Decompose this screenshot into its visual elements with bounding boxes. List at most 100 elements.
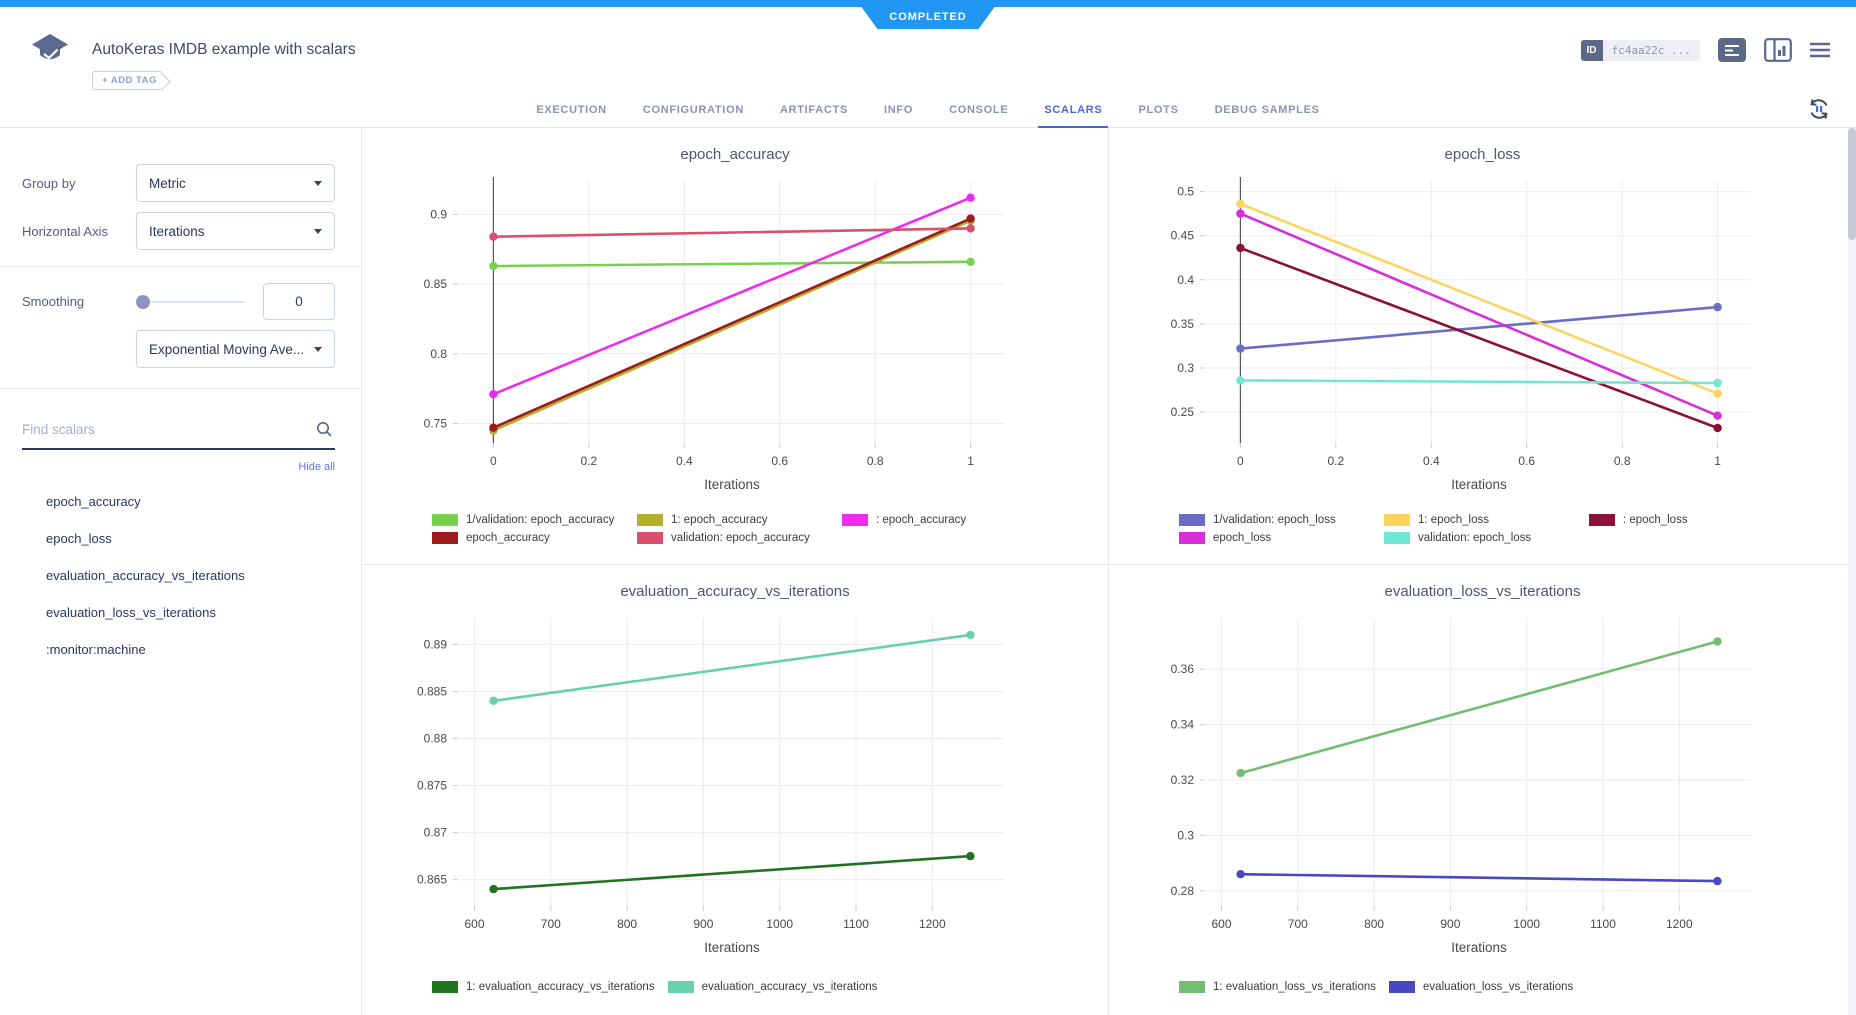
scalar-item-epoch-accuracy[interactable]: epoch_accuracy (46, 494, 141, 509)
y-tick-label: 0.45 (1171, 229, 1195, 243)
chart-plot-area[interactable]: 600 700 800 900 1000 1100 1200 0.865 0.87 0.875 0.… (362, 602, 1108, 969)
legend-swatch (1384, 514, 1410, 526)
id-badge: ID (1580, 39, 1603, 61)
legend-label: : epoch_loss (1623, 514, 1688, 526)
experiment-id[interactable]: fc4aa22c ... (1602, 39, 1700, 61)
legend-item[interactable]: epoch_accuracy (432, 532, 637, 544)
horizontal-axis-value: Iterations (149, 223, 205, 239)
status-badge: COMPLETED (861, 7, 994, 29)
details-panel-icon[interactable] (1718, 38, 1746, 62)
legend-item[interactable]: 1: epoch_accuracy (637, 514, 842, 526)
x-axis-label: Iterations (1451, 940, 1507, 955)
auto-refresh-icon[interactable] (1806, 96, 1832, 122)
legend-swatch (432, 532, 458, 544)
data-point (489, 696, 498, 705)
line-series (1239, 202, 1719, 395)
scrollbar-thumb[interactable] (1848, 128, 1856, 240)
legend-item[interactable]: : epoch_loss (1589, 514, 1794, 526)
search-input[interactable] (22, 422, 304, 437)
legend-label: validation: epoch_accuracy (671, 532, 810, 544)
legend-swatch (1179, 532, 1205, 544)
legend-item[interactable]: : epoch_accuracy (842, 514, 1047, 526)
experiment-type-icon (30, 33, 70, 72)
legend-item[interactable]: epoch_loss (1179, 532, 1384, 544)
scalar-item-monitor-machine[interactable]: :monitor:machine (46, 642, 146, 657)
line-chart: 0 0.2 0.4 0.6 0.8 1 0.25 0.3 0.35 0.4 0.45 0.5 Itera… (1171, 177, 1751, 492)
split-chart-view-icon[interactable] (1764, 38, 1792, 62)
menu-icon[interactable] (1810, 42, 1830, 58)
line-series (1239, 305, 1719, 350)
x-tick-label: 0.6 (771, 454, 788, 468)
x-tick-label: 0 (490, 454, 497, 468)
legend-label: evaluation_loss_vs_iterations (1423, 981, 1574, 993)
legend-item[interactable]: validation: epoch_accuracy (637, 532, 842, 544)
legend-item[interactable]: evaluation_accuracy_vs_iterations (667, 981, 877, 993)
search-icon[interactable] (315, 420, 333, 443)
chart-plot-area[interactable]: 600 700 800 900 1000 1100 1200 0.28 0.3 0.32 0.34 0… (1109, 602, 1856, 969)
horizontal-axis-select[interactable]: Iterations (136, 212, 335, 250)
chart-panel-epoch-loss: epoch_loss 0 0.2 0.4 0.6 0.8 1 0.25 0.3 0.35 0.4 0… (1109, 128, 1856, 565)
smoothing-method-select[interactable]: Exponential Moving Ave... (136, 330, 335, 368)
chart-plot-area[interactable]: 0 0.2 0.4 0.6 0.8 1 0.25 0.3 0.35 0.4 0.45 0.5 Itera… (1109, 165, 1856, 506)
data-point (966, 193, 975, 202)
legend-item[interactable]: 1: epoch_loss (1384, 514, 1589, 526)
data-point (489, 390, 498, 399)
data-point (966, 214, 975, 223)
tab-console[interactable]: CONSOLE (931, 96, 1026, 127)
x-tick-label: 0.6 (1518, 454, 1535, 468)
tab-info[interactable]: INFO (866, 96, 931, 127)
legend-label: 1: evaluation_loss_vs_iterations (1213, 981, 1377, 993)
data-point (966, 851, 975, 861)
line-series (492, 227, 972, 238)
smoothing-value-input[interactable] (263, 283, 335, 320)
legend-item[interactable]: 1/validation: epoch_loss (1179, 514, 1384, 526)
tab-artifacts[interactable]: ARTIFACTS (762, 96, 866, 127)
chart-legend: 1/validation: epoch_loss 1: epoch_loss : e… (1179, 514, 1856, 544)
x-tick-label: 0.4 (1423, 454, 1440, 468)
data-point (1236, 209, 1245, 218)
vertical-scrollbar[interactable] (1848, 128, 1856, 1015)
legend-label: : epoch_accuracy (876, 514, 967, 526)
chart-title: epoch_accuracy (680, 146, 790, 163)
status-strip (0, 0, 1856, 7)
add-tag-button[interactable]: + ADD TAG (92, 71, 161, 90)
legend-label: 1: evaluation_accuracy_vs_iterations (466, 981, 655, 993)
legend-item[interactable]: 1: evaluation_accuracy_vs_iterations (432, 981, 655, 993)
data-point (489, 423, 498, 432)
tab-scalars[interactable]: SCALARS (1026, 96, 1120, 128)
legend-item[interactable]: 1: evaluation_loss_vs_iterations (1179, 981, 1376, 993)
add-tag-label: + ADD TAG (102, 75, 157, 86)
scalar-item-evaluation-loss[interactable]: evaluation_loss_vs_iterations (46, 605, 216, 620)
chart-panel-evaluation-accuracy: evaluation_accuracy_vs_iterations 600 700… (362, 565, 1109, 1015)
y-tick-label: 0.89 (424, 637, 448, 651)
divider (0, 266, 361, 267)
legend-item[interactable]: validation: epoch_loss (1384, 532, 1589, 544)
scalar-item-epoch-loss[interactable]: epoch_loss (46, 531, 112, 546)
data-point (966, 257, 975, 266)
scalar-item-evaluation-accuracy[interactable]: evaluation_accuracy_vs_iterations (46, 568, 245, 583)
x-tick-label: 600 (464, 917, 484, 931)
group-by-value: Metric (149, 175, 186, 191)
smoothing-slider[interactable] (136, 294, 245, 309)
legend-item[interactable]: evaluation_loss_vs_iterations (1389, 981, 1573, 993)
tab-configuration[interactable]: CONFIGURATION (625, 96, 762, 127)
slider-thumb[interactable] (136, 294, 150, 309)
line-series (1239, 640, 1719, 775)
y-tick-label: 0.3 (1177, 361, 1194, 375)
tab-execution[interactable]: EXECUTION (518, 96, 624, 127)
legend-item[interactable]: 1/validation: epoch_accuracy (432, 514, 637, 526)
chevron-down-icon (314, 180, 322, 186)
chart-plot-area[interactable]: 0 0.2 0.4 0.6 0.8 1 0.75 0.8 0.85 0.9 Iterations (362, 165, 1108, 506)
group-by-select[interactable]: Metric (136, 164, 335, 202)
legend-swatch (1389, 981, 1416, 993)
tab-plots[interactable]: PLOTS (1120, 96, 1196, 127)
tab-debug-samples[interactable]: DEBUG SAMPLES (1197, 96, 1338, 127)
x-tick-label: 600 (1211, 917, 1231, 931)
data-point (489, 261, 498, 271)
line-series (492, 217, 972, 430)
hide-all-link[interactable]: Hide all (298, 461, 335, 473)
line-series (1239, 246, 1719, 430)
legend-swatch (1589, 514, 1615, 526)
x-tick-label: 0.4 (676, 454, 693, 468)
